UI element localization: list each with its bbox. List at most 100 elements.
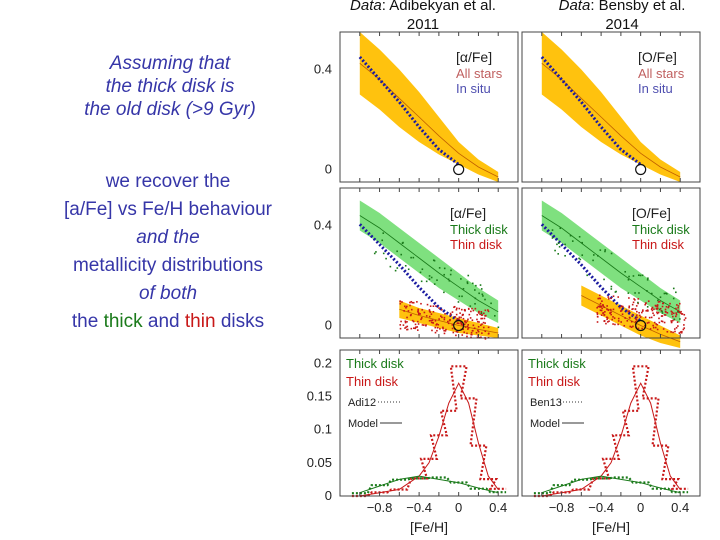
data-point (632, 325, 634, 328)
data-point (425, 315, 428, 317)
data-point (604, 249, 607, 251)
data-point (675, 326, 678, 329)
data-point (431, 321, 434, 324)
data-point (440, 309, 443, 311)
credit-prefix: Data (350, 0, 382, 14)
data-point (678, 302, 681, 305)
data-point (670, 310, 673, 313)
data-point (443, 332, 446, 335)
data-point (430, 276, 433, 279)
data-point (439, 328, 441, 330)
data-point (434, 331, 437, 334)
data-point (655, 307, 658, 310)
data-point (661, 305, 664, 308)
legend-data-source: Ben13 (530, 397, 562, 409)
data-point (373, 252, 376, 255)
panel-label-element: [O/Fe] (632, 205, 671, 221)
data-point (652, 326, 655, 329)
data-point (623, 324, 626, 327)
data-point (598, 305, 601, 307)
data-point (579, 258, 582, 261)
thick-disk-band (541, 200, 681, 323)
data-point (663, 321, 666, 324)
data-point (482, 295, 484, 297)
data-point (406, 321, 408, 323)
data-point (651, 306, 654, 309)
data-point (442, 327, 444, 330)
data-point (466, 325, 469, 328)
data-point (627, 292, 630, 294)
data-point (599, 297, 602, 300)
data-point (675, 313, 678, 316)
data-point (624, 270, 627, 273)
data-point (466, 332, 468, 335)
data-point (447, 278, 450, 281)
panel-frame (339, 349, 519, 497)
data-point (449, 273, 452, 276)
legend-thin-disk: Thin disk (450, 237, 503, 252)
data-point (467, 274, 470, 277)
thick-disk-band (359, 200, 499, 323)
data-point (597, 305, 600, 308)
data-point (668, 305, 670, 308)
data-point (482, 321, 485, 324)
data-point (479, 336, 482, 339)
legend-thick-disk: Thick disk (632, 222, 690, 237)
data-point (658, 317, 660, 320)
data-point (683, 313, 686, 316)
data-point (472, 309, 475, 312)
data-point (396, 250, 398, 253)
data-point (385, 257, 387, 260)
thick-disk-histogram (351, 476, 507, 495)
data-point (461, 334, 464, 336)
data-point (476, 314, 479, 316)
data-point (467, 307, 470, 310)
data-point (642, 309, 644, 311)
data-point (673, 318, 676, 321)
data-point (665, 305, 668, 308)
data-point (423, 324, 425, 326)
data-point (612, 308, 615, 311)
y-tick-label: 0.4 (314, 62, 332, 77)
data-point (470, 333, 473, 336)
data-point (421, 324, 424, 326)
data-point (456, 317, 459, 320)
data-point (663, 292, 666, 295)
all-stars-band (359, 32, 499, 182)
data-point (592, 259, 594, 262)
data-point (659, 307, 662, 310)
data-point (608, 320, 610, 322)
data-point (477, 312, 480, 314)
data-point (626, 320, 629, 322)
data-point (416, 326, 419, 328)
data-point (453, 305, 456, 308)
data-point (622, 305, 624, 308)
data-point (406, 316, 408, 319)
data-point (586, 274, 588, 277)
data-point (470, 331, 473, 334)
data-point (644, 302, 647, 305)
data-point (400, 320, 402, 323)
all-stars-band-median (359, 62, 499, 178)
data-point (442, 326, 444, 329)
data-point (610, 311, 612, 314)
data-point (420, 318, 422, 321)
data-point (675, 291, 677, 294)
data-point (596, 321, 599, 323)
data-point (480, 317, 482, 320)
data-point (617, 320, 620, 322)
data-point (451, 327, 454, 330)
data-point (603, 306, 605, 308)
data-point (651, 309, 654, 312)
data-point (677, 311, 679, 313)
data-point (484, 315, 486, 317)
data-point (661, 320, 664, 323)
data-point (432, 259, 435, 262)
data-point (396, 267, 399, 269)
data-point (399, 324, 402, 326)
data-point (615, 290, 617, 293)
data-point (554, 249, 556, 252)
assumption-line-1: Assuming that (109, 53, 231, 74)
data-point (490, 302, 492, 305)
data-point (455, 313, 458, 316)
